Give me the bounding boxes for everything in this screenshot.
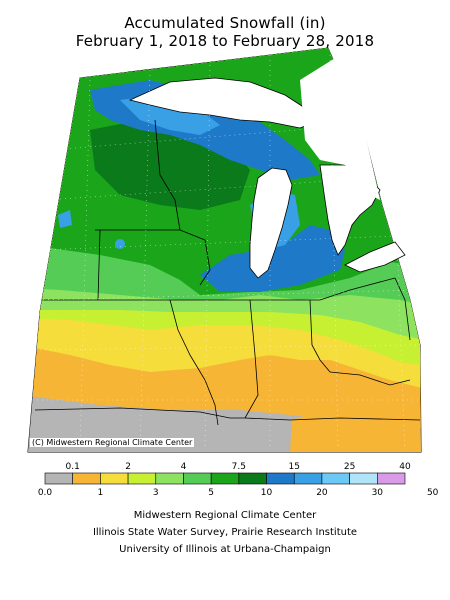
legend-swatch [293, 472, 323, 485]
map-title-line1: Accumulated Snowfall (in) [124, 14, 326, 32]
footer-line3: University of Illinois at Urbana-Champai… [119, 544, 331, 555]
legend-swatch [238, 472, 267, 485]
legend-swatch [321, 472, 350, 485]
map-credit: (C) Midwestern Regional Climate Center [30, 438, 195, 447]
legend-bottom-label: 0.0 [37, 488, 53, 498]
legend-swatch [349, 472, 378, 485]
legend-top-label: 2 [125, 462, 131, 472]
legend-top-label: 40 [399, 462, 411, 472]
legend-top-label: 0.1 [65, 462, 80, 472]
legend-bottom-label: 20 [316, 488, 328, 498]
map-title-line2: February 1, 2018 to February 28, 2018 [75, 32, 375, 50]
legend-swatch [72, 472, 101, 485]
legend-bottom-label: 10 [260, 488, 273, 498]
legend-swatch [127, 472, 157, 485]
legend-top-label: 7.5 [231, 462, 247, 472]
legend-top-label: 15 [288, 462, 300, 472]
legend-top-label: 4 [180, 462, 187, 472]
legend-swatch [183, 472, 212, 485]
legend-top-label: 25 [343, 462, 356, 472]
state-borders [34, 119, 421, 426]
legend-bottom-label: 30 [371, 488, 384, 498]
legend-swatch [155, 472, 184, 485]
legend-swatch [44, 472, 73, 485]
footer-line2: Illinois State Water Survey, Prairie Res… [92, 527, 358, 538]
legend-bottom-label: 50 [426, 488, 439, 498]
legend-bottom-label: 5 [208, 488, 215, 498]
legend-bottom-label: 3 [152, 488, 159, 498]
legend-bottom-label: 1 [97, 488, 104, 498]
legend-swatch [210, 472, 240, 485]
graticule [32, 54, 421, 451]
footer-line1: Midwestern Regional Climate Center [133, 510, 317, 521]
legend-swatch [100, 472, 129, 485]
legend-color-bar [44, 472, 406, 485]
legend-swatch [377, 472, 406, 485]
great-lakes [128, 55, 406, 279]
legend-swatch [266, 472, 295, 485]
